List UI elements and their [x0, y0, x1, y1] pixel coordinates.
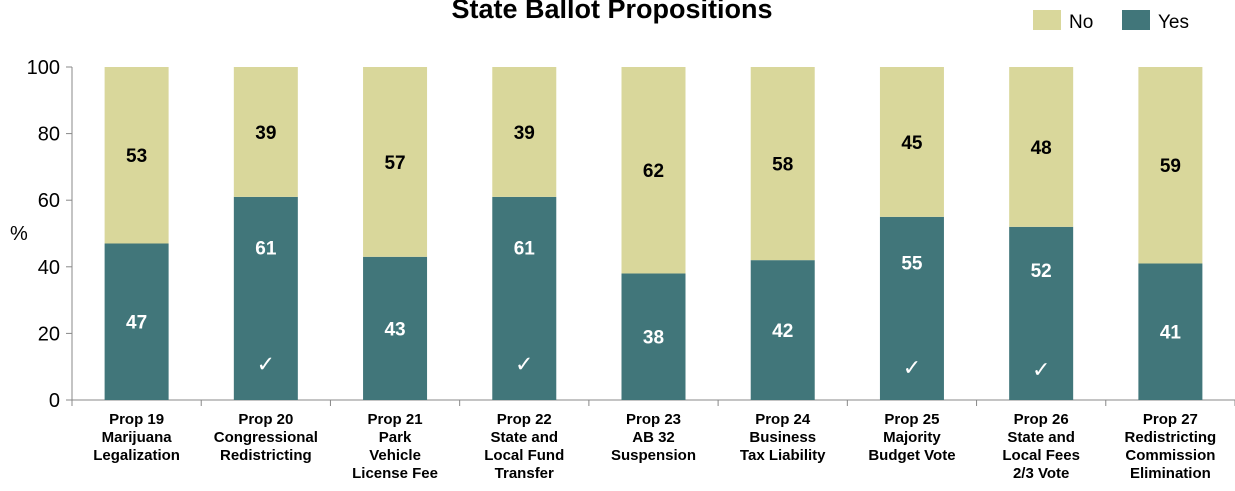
data-label-yes: 55	[901, 254, 923, 275]
bar-yes	[363, 256, 428, 400]
bar-yes	[621, 273, 686, 400]
data-label-yes: 38	[643, 328, 664, 349]
data-label-no: 57	[384, 153, 405, 174]
passed-check-icon: ✓	[903, 355, 921, 380]
y-tick-label: 40	[38, 257, 60, 279]
data-label-no: 39	[255, 123, 276, 144]
data-label-yes: 42	[772, 321, 793, 342]
data-label-yes: 61	[255, 239, 277, 260]
x-tick-label: Prop 26 State and Local Fees 2/3 Vote	[1002, 411, 1080, 482]
y-axis-label: %	[10, 223, 28, 245]
bar-no	[104, 67, 169, 244]
bar-yes	[104, 243, 169, 400]
bar-yes	[750, 260, 815, 400]
data-label-no: 62	[643, 161, 664, 182]
data-label-no: 59	[1160, 156, 1181, 177]
data-label-yes: 41	[1160, 323, 1182, 344]
x-tick-label: Prop 20 Congressional Redistricting	[214, 411, 318, 464]
legend-label-no: No	[1069, 12, 1093, 33]
bar-yes	[492, 196, 557, 400]
y-tick-label: 100	[27, 57, 60, 79]
legend-swatch-no	[1033, 10, 1061, 30]
passed-check-icon: ✓	[515, 351, 533, 376]
legend-swatch-yes	[1122, 10, 1150, 30]
x-tick-label: Prop 27 Redistricting Commission Eliminatio…	[1125, 411, 1217, 482]
legend: No Yes	[1033, 10, 1189, 33]
x-tick-label: Prop 23 AB 32 Suspension	[611, 411, 696, 464]
data-label-yes: 52	[1031, 261, 1052, 282]
bar-no	[363, 67, 428, 257]
data-label-no: 39	[514, 123, 535, 144]
bar-yes	[1138, 263, 1203, 400]
data-label-no: 53	[126, 146, 147, 167]
bar-no	[233, 67, 298, 197]
data-label-yes: 47	[126, 313, 147, 334]
data-label-yes: 61	[514, 239, 536, 260]
bar-yes	[1009, 226, 1074, 400]
data-label-no: 45	[901, 133, 923, 154]
x-tick-label: Prop 24 Business Tax Liability	[740, 411, 826, 464]
bar-yes	[879, 216, 944, 400]
bar-no	[621, 67, 686, 274]
bars: 47 53 61 39 ✓ 43 57 61 39 ✓ 38 62 42 58 55 45 ✓ 52 48 ✓ 41 59	[104, 67, 1203, 400]
bar-yes	[233, 196, 298, 400]
x-tick-label: Prop 22 State and Local Fund Transfer	[484, 411, 564, 482]
x-tick-label: Prop 19 Marijuana Legalization	[93, 411, 180, 464]
bar-no	[492, 67, 557, 197]
y-tick-label: 20	[38, 323, 60, 345]
y-tick-label: 60	[38, 190, 60, 212]
passed-check-icon: ✓	[1032, 357, 1050, 382]
passed-check-icon: ✓	[257, 351, 275, 376]
y-tick-label: 0	[49, 390, 60, 412]
x-tick-label: Prop 21 Park Vehicle License Fee	[352, 411, 438, 482]
bar-no	[879, 67, 944, 217]
bar-no	[750, 67, 815, 261]
bar-no	[1138, 67, 1203, 264]
legend-label-yes: Yes	[1158, 12, 1189, 33]
data-label-yes: 43	[384, 319, 405, 340]
data-label-no: 48	[1031, 138, 1052, 159]
x-tick-label: Prop 25 Majority Budget Vote	[868, 411, 955, 464]
chart-title: State Ballot Propositions	[451, 0, 772, 24]
data-label-no: 58	[772, 155, 793, 176]
category-labels: Prop 19 Marijuana Legalization Prop 20 Congr…	[93, 411, 1216, 482]
y-tick-label: 80	[38, 124, 60, 146]
bar-no	[1009, 67, 1074, 227]
